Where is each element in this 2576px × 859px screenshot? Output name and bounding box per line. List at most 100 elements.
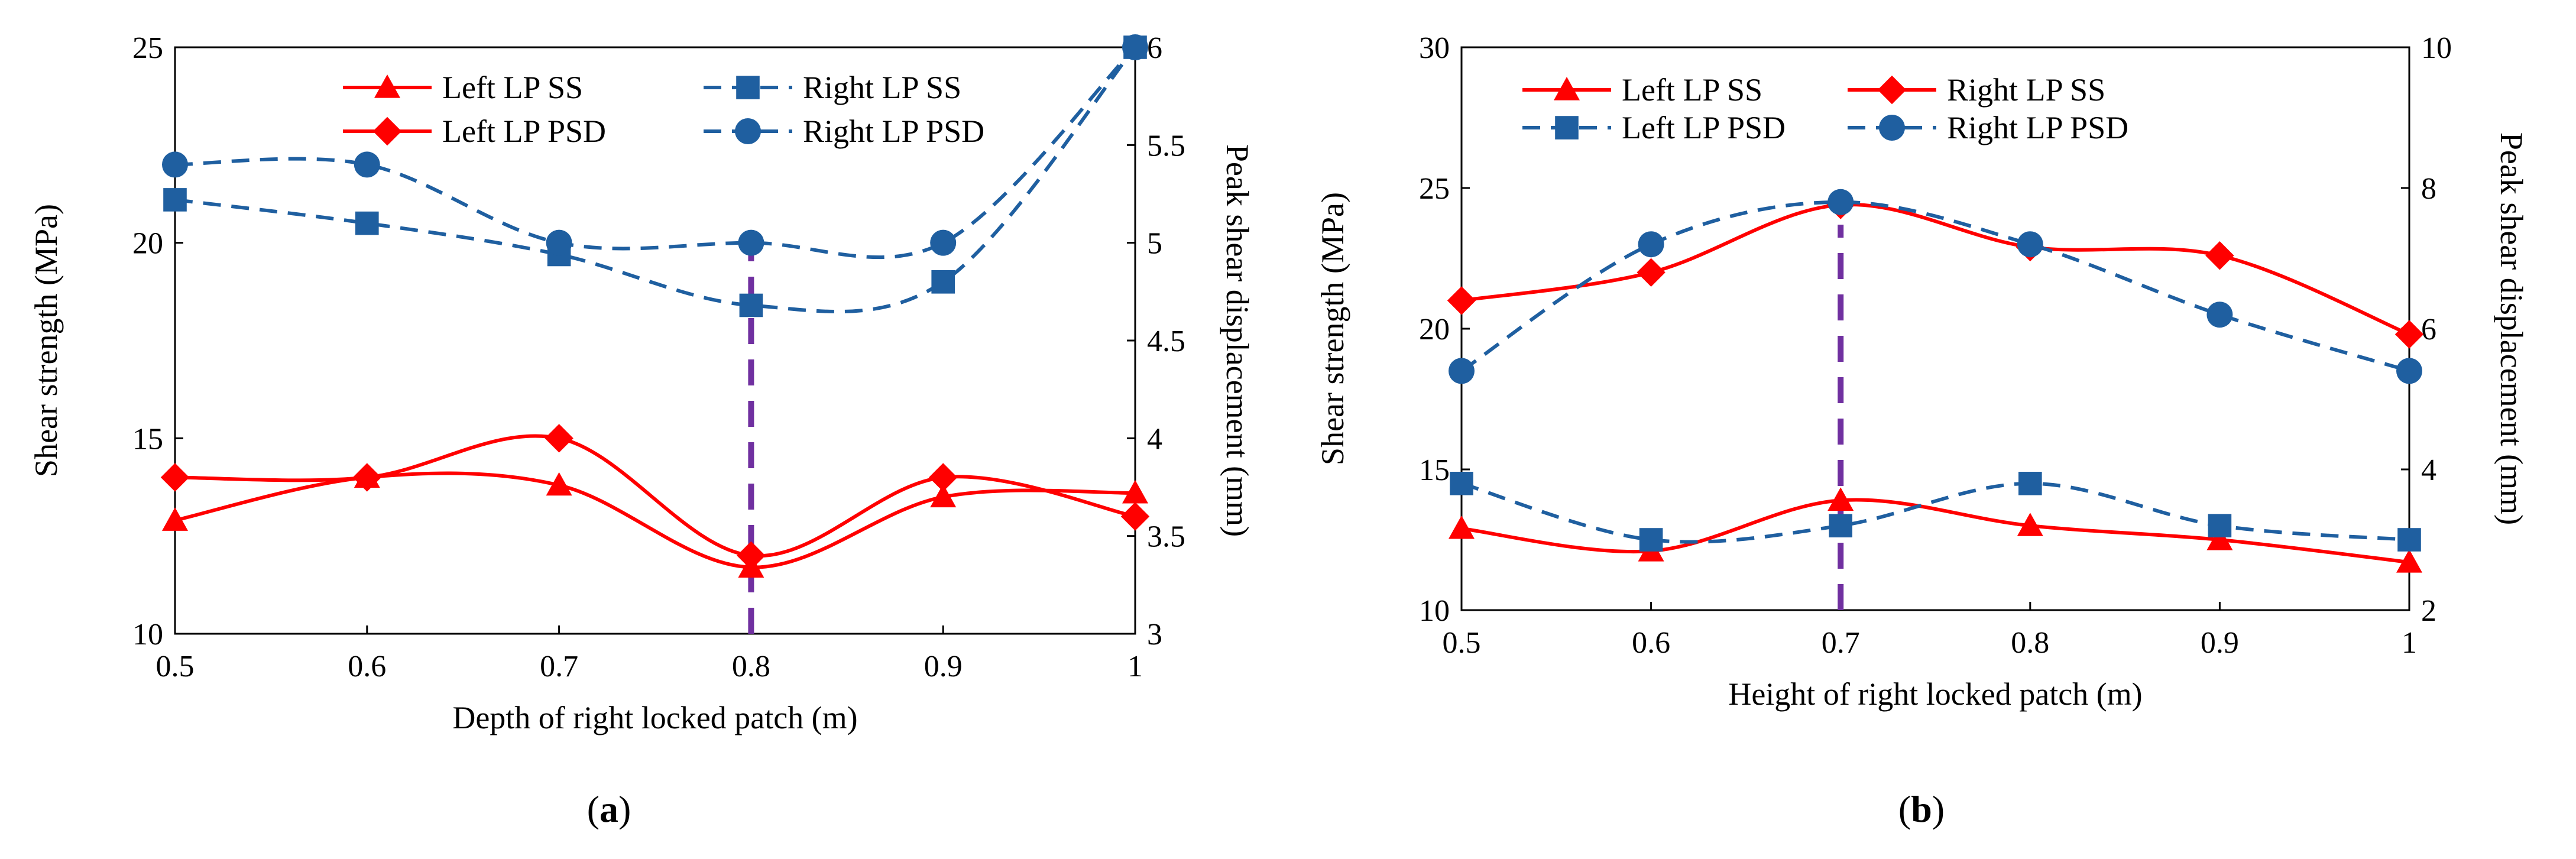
y2-tick-label: 5.5 (1147, 129, 1185, 163)
y-tick-label: 15 (132, 422, 163, 456)
y-tick-label: 20 (132, 227, 163, 261)
y-tick-label: 15 (1419, 453, 1450, 487)
legend-label: Right LP PSD (803, 114, 984, 149)
plot-frame (1460, 46, 2410, 611)
y2-tick-label: 3 (1147, 618, 1162, 651)
data-point (1827, 189, 1854, 215)
data-point (2205, 241, 2234, 270)
x-tick-label: 0.7 (540, 650, 578, 683)
legend-marker (736, 76, 760, 99)
data-point (2394, 320, 2424, 349)
series-right-lp-psd (162, 34, 1148, 260)
series-right-lp-ss (163, 35, 1147, 317)
chart-panel-a: 0.5 0.6 0.7 0.8 0.9 1 10 15 20 25 3 3.5 4 4.5 5 5.5 6 Dep… (28, 31, 1255, 830)
legend-label: Left LP PSD (1622, 110, 1786, 145)
series-line (1461, 203, 2410, 336)
panel-label-letter: a (600, 788, 618, 830)
data-point (2206, 527, 2233, 550)
legend: Left LP SS Right LP SS Left LP PSD Right LP… (343, 70, 984, 149)
legend-label: Left LP PSD (442, 114, 606, 149)
legend-marker (1877, 75, 1907, 105)
data-point (162, 507, 188, 531)
series-line (174, 46, 1137, 314)
series-line (1461, 498, 2410, 565)
data-point (352, 463, 381, 492)
y2-tick-label: 5 (1147, 227, 1162, 261)
series-right-lp-ss (1447, 190, 2424, 349)
data-point (739, 293, 763, 317)
chart-panel-b: 0.5 0.6 0.7 0.8 0.9 1 10 15 20 25 30 2 4 6 8 10 Height o… (1315, 31, 2529, 830)
y2-tick-label: 2 (2421, 594, 2436, 628)
data-point (355, 211, 379, 235)
x-tick-label: 0.6 (348, 650, 386, 683)
y-tick-label: 10 (1419, 594, 1450, 628)
y-tick-label: 25 (1419, 172, 1450, 206)
x-tick-label: 0.8 (732, 650, 770, 683)
x-tick-label: 0.9 (924, 650, 963, 683)
series-line (1460, 200, 2410, 373)
x-tick-label: 0.5 (156, 650, 195, 683)
x-tick-label: 1 (1127, 650, 1143, 683)
legend-marker (374, 74, 400, 98)
y2-tick-label: 6 (1147, 31, 1162, 65)
x-tick-label: 0.7 (1822, 626, 1860, 660)
legend-marker (372, 116, 402, 146)
series-line (174, 471, 1136, 569)
x-tick-label: 1 (2402, 626, 2417, 660)
x-axis-title: Height of right locked patch (m) (1728, 676, 2142, 712)
data-point (1122, 34, 1148, 60)
data-point (2206, 302, 2233, 328)
data-point (737, 541, 766, 570)
legend-marker (1879, 115, 1905, 141)
legend-marker (1554, 77, 1580, 101)
series-line (1461, 481, 2410, 544)
data-point (1639, 528, 1663, 552)
data-point (1122, 479, 1148, 504)
y2-tick-label: 6 (2421, 313, 2436, 346)
data-point (2397, 528, 2421, 552)
data-point (931, 270, 955, 294)
data-point (1829, 514, 1852, 537)
legend-label: Right LP PSD (1947, 110, 2128, 145)
y-tick-label: 25 (132, 31, 163, 65)
x-tick-label: 0.6 (1632, 626, 1670, 660)
data-point (2396, 358, 2422, 384)
y-tick-label: 10 (132, 618, 163, 651)
plot-frame (174, 46, 1136, 635)
data-point (1447, 286, 1476, 315)
y2-tick-label: 4.5 (1147, 325, 1185, 358)
data-point (2208, 514, 2232, 537)
x-tick-label: 0.9 (2201, 626, 2239, 660)
panel-label-open: ( (587, 788, 600, 830)
legend-label: Left LP SS (1622, 72, 1762, 108)
legend-label: Right LP SS (803, 70, 961, 105)
data-point (1449, 515, 1475, 539)
data-point (546, 229, 572, 256)
y2-tick-label: 8 (2421, 172, 2436, 206)
series-left-lp-ss (1449, 487, 2422, 573)
series-right-lp-psd (1449, 189, 2422, 384)
data-point (160, 463, 190, 492)
data-point (2017, 231, 2043, 258)
data-point (930, 229, 957, 256)
data-point (929, 463, 958, 492)
legend-marker (735, 118, 761, 144)
y2-tick-label: 3.5 (1147, 520, 1185, 554)
legend-label: Right LP SS (1947, 72, 2105, 108)
y2-tick-label: 4 (1147, 422, 1162, 456)
series-left-lp-psd (160, 424, 1150, 570)
panel-label-close: ) (618, 788, 631, 830)
y-tick-label: 30 (1419, 31, 1450, 65)
x-axis-title: Depth of right locked patch (m) (452, 700, 857, 735)
panel-label-close: ) (1932, 788, 1945, 830)
data-point (2396, 549, 2422, 573)
data-point (1827, 487, 1854, 511)
data-point (546, 472, 572, 496)
data-point (738, 229, 764, 256)
data-point (163, 188, 187, 212)
y2-tick-label: 4 (2421, 453, 2436, 487)
x-tick-label: 0.5 (1443, 626, 1481, 660)
data-point (354, 151, 380, 178)
